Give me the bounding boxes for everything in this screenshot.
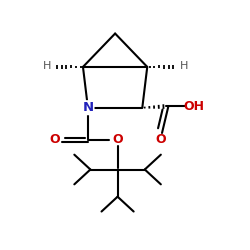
Text: H: H [180,62,188,72]
Text: O: O [50,133,60,146]
Text: OH: OH [183,100,204,113]
Text: H: H [42,62,51,72]
Text: O: O [156,133,166,146]
Text: N: N [82,101,94,114]
Text: O: O [112,133,123,146]
